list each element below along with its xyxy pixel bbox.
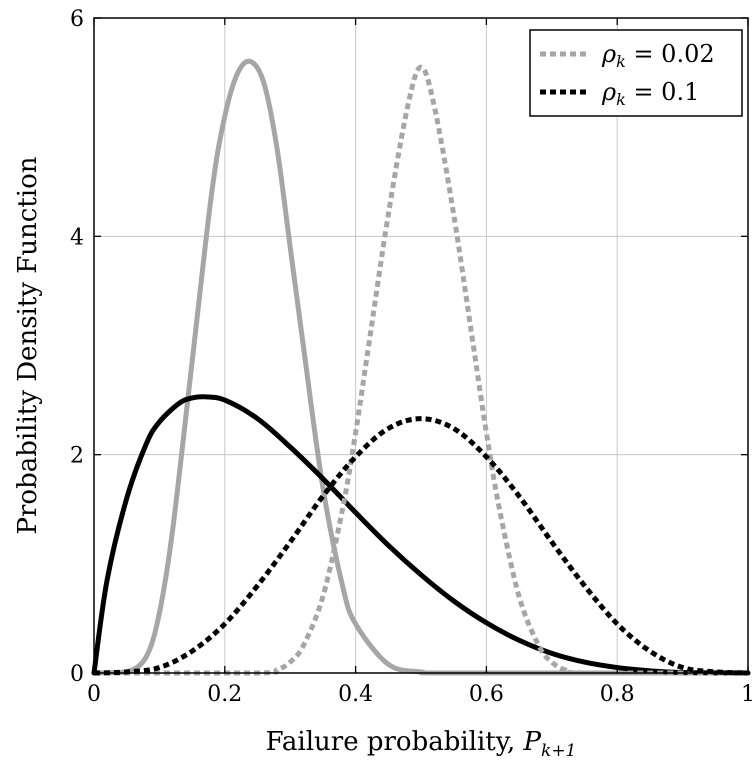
legend-label-rho-0.02: ρk = 0.02 xyxy=(601,40,715,71)
series-group xyxy=(91,58,751,676)
series-line-1 xyxy=(91,58,751,676)
x-tick-label: 0.8 xyxy=(600,682,635,707)
legend-value: = 0.02 xyxy=(626,40,715,68)
series-line-4 xyxy=(93,416,749,676)
legend-label-rho-0.1: ρk = 0.1 xyxy=(601,78,699,109)
grid xyxy=(94,18,748,673)
x-tick-label: 0.2 xyxy=(207,682,242,707)
y-tick-label: 6 xyxy=(70,7,84,32)
x-tick-label: 1 xyxy=(741,682,753,707)
axis-ticks: 0 0.2 0.4 0.6 0.8 1 0 2 4 6 xyxy=(70,7,753,707)
series-line-2 xyxy=(91,394,751,676)
x-tick-label: 0.4 xyxy=(338,682,373,707)
series-line-3 xyxy=(94,64,748,676)
x-tick-label: 0.6 xyxy=(469,682,504,707)
x-axis-title-subscript: k+1 xyxy=(541,741,576,760)
legend-subscript: k xyxy=(616,52,626,71)
legend-value: = 0.1 xyxy=(626,78,700,106)
legend-box xyxy=(529,29,743,117)
legend-symbol: ρ xyxy=(601,40,616,68)
plot-frame xyxy=(93,17,749,674)
y-tick-label: 0 xyxy=(70,662,84,687)
y-tick-label: 4 xyxy=(70,225,84,250)
y-axis-title: Probability Density Function xyxy=(13,156,43,534)
x-axis-title: Failure probability, Pk+1 xyxy=(266,727,577,760)
legend-subscript: k xyxy=(616,90,626,109)
y-tick-label: 2 xyxy=(70,444,84,469)
x-axis-title-text: Failure probability, xyxy=(266,727,524,757)
x-axis-title-symbol: P xyxy=(523,727,542,757)
x-tick-label: 0 xyxy=(87,682,101,707)
legend: ρk = 0.02 ρk = 0.1 xyxy=(529,29,743,117)
legend-symbol: ρ xyxy=(601,78,616,106)
